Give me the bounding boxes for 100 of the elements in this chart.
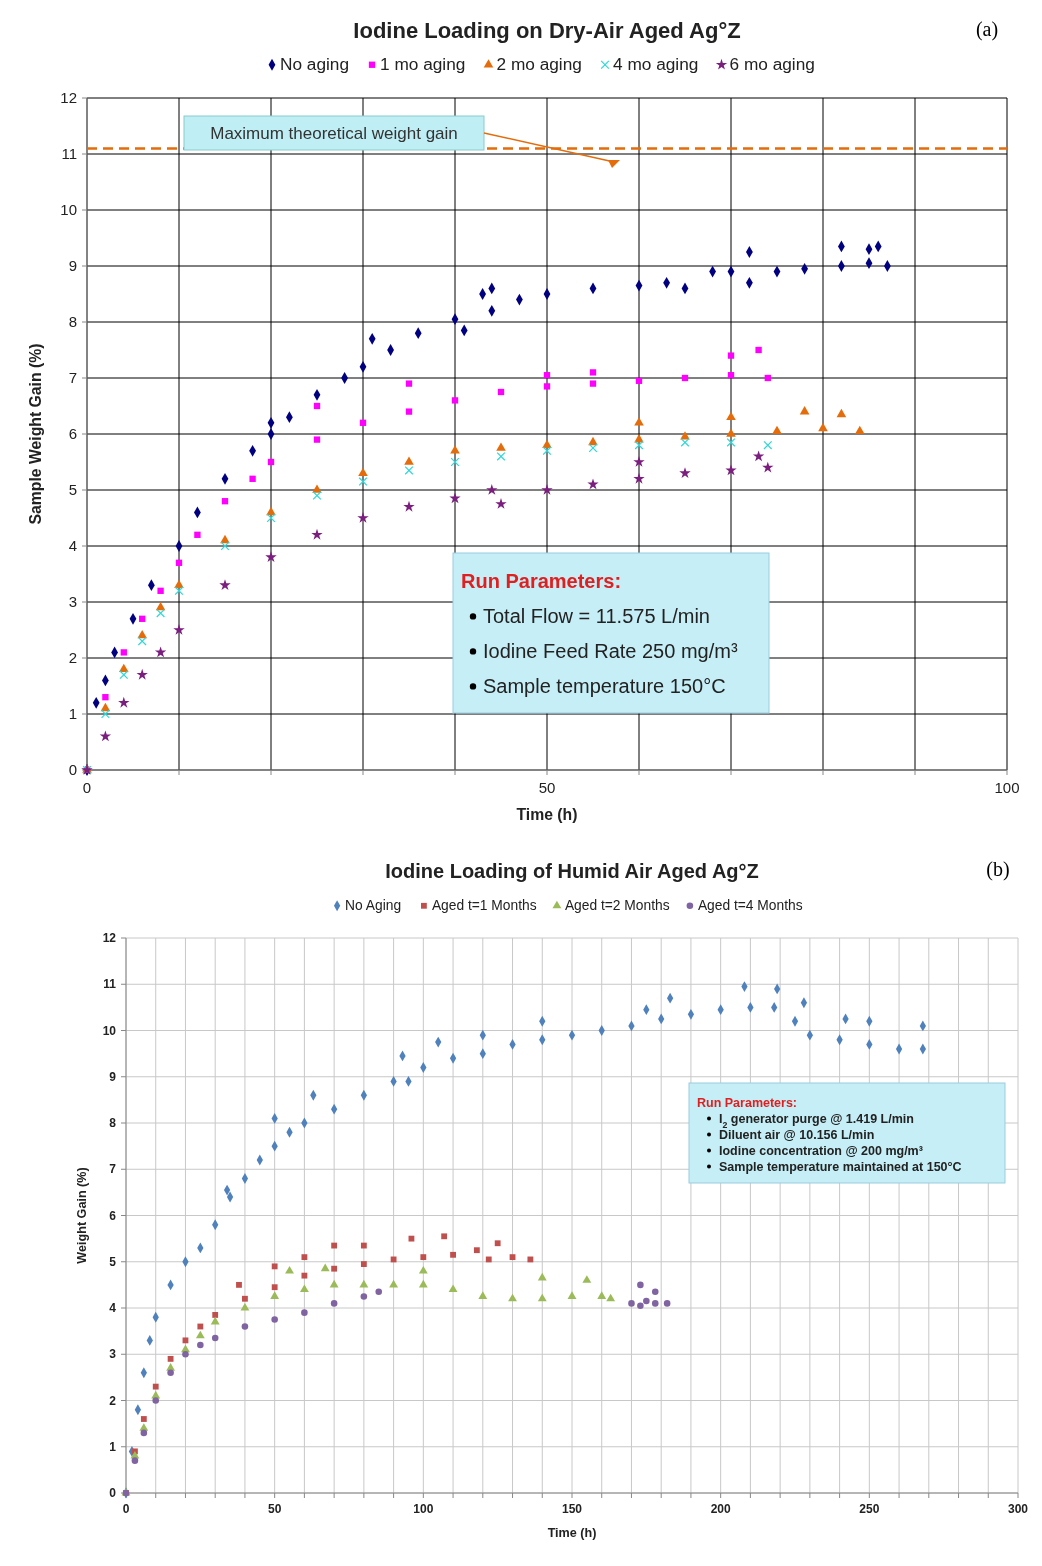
y-axis-title: Weight Gain (%) bbox=[75, 1167, 89, 1264]
point bbox=[194, 531, 201, 538]
legend-label: Aged t=1 Months bbox=[431, 898, 537, 913]
point bbox=[211, 1334, 219, 1342]
point bbox=[120, 649, 127, 656]
point bbox=[582, 1275, 592, 1283]
y-tick-label: 10 bbox=[60, 201, 77, 219]
y-tick-label: 2 bbox=[109, 1393, 117, 1408]
point bbox=[727, 372, 735, 379]
y-tick-label: 0 bbox=[68, 761, 77, 779]
point bbox=[651, 1288, 659, 1296]
point bbox=[99, 730, 112, 742]
point bbox=[118, 663, 129, 672]
point bbox=[131, 1457, 139, 1464]
legend-label: 1 mo aging bbox=[380, 54, 466, 74]
point bbox=[266, 506, 276, 516]
y-tick-label: 4 bbox=[109, 1301, 117, 1316]
point bbox=[311, 528, 323, 540]
point bbox=[221, 498, 229, 505]
point bbox=[301, 1272, 308, 1279]
y-tick-label: 1 bbox=[109, 1439, 117, 1454]
text: (b) bbox=[986, 858, 1010, 881]
point bbox=[174, 579, 184, 588]
point bbox=[597, 1291, 607, 1299]
x-tick-label: 50 bbox=[538, 779, 556, 796]
point bbox=[543, 372, 551, 379]
point bbox=[358, 477, 368, 487]
text: (a) bbox=[975, 18, 999, 41]
point bbox=[236, 1281, 242, 1288]
point bbox=[313, 436, 321, 443]
annotation: Run Parameters: bbox=[461, 570, 622, 592]
point bbox=[818, 422, 828, 432]
chart-title: Iodine Loading of Humid Air Aged Ag°Z bbox=[385, 860, 759, 882]
point bbox=[137, 636, 147, 646]
point bbox=[635, 377, 643, 384]
point bbox=[242, 1295, 248, 1302]
point bbox=[633, 472, 645, 484]
x-tick-label: 100 bbox=[994, 779, 1020, 796]
x-tick-label: 50 bbox=[267, 1502, 282, 1516]
annotation: Iodine concentration @ 200 mg/m³ bbox=[719, 1143, 923, 1158]
point bbox=[118, 696, 130, 708]
point bbox=[651, 1300, 659, 1307]
point bbox=[450, 457, 460, 467]
point bbox=[420, 1254, 427, 1261]
legend-label: No Aging bbox=[345, 898, 402, 913]
y-tick-label: 5 bbox=[109, 1254, 117, 1269]
point bbox=[375, 1288, 383, 1296]
point bbox=[752, 450, 765, 462]
point bbox=[167, 1369, 174, 1377]
y-tick-label: 11 bbox=[61, 145, 77, 163]
point bbox=[220, 534, 230, 544]
annotation: Iodine Feed Rate 250 mg/m³ bbox=[483, 640, 738, 662]
point bbox=[360, 1293, 368, 1300]
legend-label: 6 mo aging bbox=[729, 54, 815, 74]
point bbox=[637, 1281, 644, 1289]
point bbox=[764, 374, 771, 382]
point bbox=[299, 1284, 309, 1293]
point bbox=[799, 406, 810, 415]
x-tick-label: 0 bbox=[82, 779, 92, 796]
point bbox=[496, 451, 506, 461]
point bbox=[404, 465, 414, 475]
point bbox=[628, 1300, 635, 1307]
point bbox=[486, 484, 498, 495]
y-tick-label: 9 bbox=[109, 1069, 117, 1084]
y-tick-label: 8 bbox=[68, 313, 77, 331]
point bbox=[679, 467, 691, 479]
point bbox=[418, 1265, 428, 1274]
point bbox=[473, 1247, 480, 1254]
point bbox=[156, 608, 166, 618]
point bbox=[359, 419, 367, 426]
point bbox=[195, 1330, 205, 1339]
chart-title: Iodine Loading on Dry-Air Aged Ag°Z bbox=[353, 18, 741, 43]
point bbox=[358, 467, 368, 476]
point bbox=[403, 500, 415, 512]
legend-label: 4 mo aging bbox=[613, 54, 699, 74]
point bbox=[219, 579, 231, 591]
point bbox=[404, 456, 414, 465]
annotation: Run Parameters: bbox=[697, 1095, 798, 1110]
point bbox=[197, 1341, 204, 1349]
x-tick-label: 250 bbox=[859, 1502, 880, 1516]
point bbox=[152, 1397, 160, 1404]
point bbox=[139, 615, 146, 622]
x-tick-label: 300 bbox=[1007, 1502, 1029, 1516]
x-tick-label: 0 bbox=[122, 1502, 130, 1516]
point bbox=[588, 443, 598, 453]
y-tick-label: 12 bbox=[60, 89, 77, 107]
y-tick-label: 11 bbox=[103, 977, 117, 992]
point bbox=[267, 458, 275, 466]
x-tick-label: 150 bbox=[561, 1502, 583, 1516]
point bbox=[330, 1300, 338, 1307]
point bbox=[633, 456, 645, 467]
y-tick-label: 7 bbox=[109, 1162, 117, 1177]
point bbox=[174, 586, 184, 596]
point bbox=[241, 1323, 249, 1330]
point bbox=[140, 1416, 147, 1422]
point bbox=[102, 694, 109, 701]
point bbox=[157, 587, 164, 594]
point bbox=[301, 1309, 308, 1316]
point bbox=[634, 440, 644, 450]
point bbox=[589, 369, 597, 376]
